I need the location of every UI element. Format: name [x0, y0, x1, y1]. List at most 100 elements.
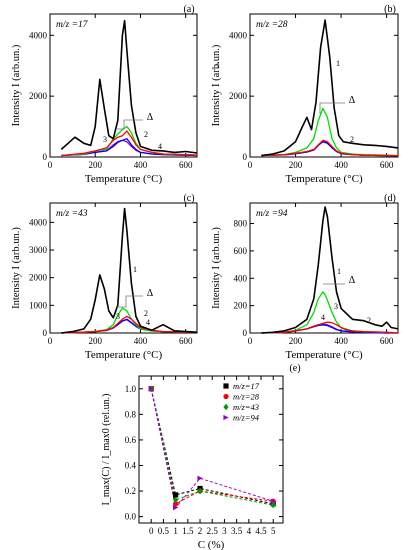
x-tick-label: 0 — [48, 336, 53, 346]
y-tick-label: 0 — [43, 328, 48, 338]
y-tick-label: 4000 — [229, 30, 248, 40]
y-tick-label: 1.0 — [125, 384, 137, 394]
x-axis-label: Temperature (°C) — [85, 349, 163, 361]
x-axis-label: Temperature (°C) — [85, 173, 163, 185]
series-line-1 — [261, 19, 399, 157]
y-tick-label: 0.0 — [125, 512, 137, 522]
x-tick-label: 3.5 — [231, 526, 243, 536]
y-tick-label: 0 — [243, 152, 248, 162]
curve-label: 4 — [321, 313, 325, 322]
mz-annotation: m/z =94 — [256, 209, 288, 219]
delta-leader-line — [319, 102, 345, 114]
y-axis-label: Intensity I (arb.un.) — [11, 44, 22, 126]
curve-label: 4 — [146, 318, 150, 327]
y-tick-label: 0.8 — [125, 409, 137, 419]
x-tick-label: 2 — [198, 526, 203, 536]
curve-label: Δ — [147, 288, 154, 299]
mz-annotation: m/z =17 — [56, 20, 89, 30]
curve-label: 3 — [103, 135, 107, 144]
y-axis-label: Intensity I (arb.un.) — [211, 44, 222, 126]
x-tick-label: 600 — [179, 160, 193, 170]
x-tick-label: 0 — [48, 160, 53, 170]
data-point-triangle — [270, 498, 276, 504]
data-point-triangle — [173, 505, 179, 511]
series-line-2 — [261, 321, 399, 334]
y-tick-label: 1000 — [29, 300, 48, 310]
x-tick-label: 200 — [88, 336, 102, 346]
dashed-fit-line — [150, 388, 274, 506]
delta-leader-line — [117, 295, 143, 308]
x-axis-label: Temperature (°C) — [285, 173, 363, 185]
series-line-1 — [61, 207, 198, 334]
x-tick-label: 400 — [334, 336, 348, 346]
curve-label: 1 — [133, 265, 137, 274]
x-tick-label: 600 — [179, 336, 193, 346]
x-tick-label: 200 — [88, 160, 102, 170]
data-point-diamond — [173, 496, 179, 504]
dashed-fit-line — [150, 388, 274, 505]
legend-label: m/z=43 — [233, 402, 259, 412]
curve-label: 4 — [158, 142, 162, 151]
legend-marker — [223, 383, 229, 389]
y-tick-label: 0.6 — [125, 435, 137, 445]
x-tick-label: 2.5 — [207, 526, 219, 536]
panel-label: (a) — [183, 4, 194, 15]
legend-marker — [223, 414, 229, 421]
plot-frame — [49, 13, 198, 158]
x-tick-label: 0.5 — [158, 526, 170, 536]
x-tick-label: 0 — [149, 526, 154, 536]
curve-label: 1 — [337, 267, 341, 276]
y-tick-label: 600 — [234, 246, 248, 256]
data-point-square — [173, 492, 179, 498]
mz-annotation: m/z =43 — [56, 209, 88, 219]
plot-frame — [249, 13, 399, 158]
curve-label: 2 — [350, 135, 354, 144]
x-tick-label: 0 — [248, 336, 253, 346]
curve-label: 2 — [144, 309, 148, 318]
curve-label: 1 — [216, 61, 220, 70]
x-axis-label: Temperature (°C) — [285, 349, 363, 361]
data-point-triangle — [197, 475, 203, 481]
x-tick-label: 4 — [247, 526, 252, 536]
y-tick-label: 2000 — [29, 273, 48, 283]
series-line-2 — [261, 139, 399, 157]
y-tick-label: 800 — [234, 219, 248, 229]
y-tick-label: 3000 — [29, 245, 48, 255]
panel-label: (e) — [289, 363, 300, 374]
mz-annotation: m/z =28 — [256, 20, 288, 30]
plot-frame — [49, 202, 198, 334]
y-tick-label: 200 — [234, 301, 248, 311]
y-tick-label: 4000 — [29, 217, 48, 227]
dashed-fit-line — [150, 388, 274, 509]
legend-label: m/z=17 — [233, 381, 260, 391]
chart-panel-2: 0 200 400 600 0 2000 4000 Temperature (°C) Inten… — [211, 4, 399, 185]
x-tick-label: 400 — [134, 160, 148, 170]
series-line-1 — [60, 19, 198, 154]
y-tick-label: 0.4 — [125, 460, 137, 470]
data-point-diamond — [270, 501, 276, 509]
y-tick-label: 4000 — [29, 30, 48, 40]
x-tick-label: 200 — [289, 160, 303, 170]
legend-marker — [223, 393, 229, 400]
x-tick-label: 600 — [380, 160, 394, 170]
x-tick-label: 200 — [289, 336, 303, 346]
curve-label: Δ — [349, 95, 356, 106]
y-axis-label: Intensity I (arb.un.) — [211, 227, 222, 309]
y-axis-label: Intensity I (arb.un.) — [11, 227, 22, 309]
legend-label: m/z=94 — [233, 413, 260, 423]
panel-label: (b) — [384, 4, 396, 15]
curve-label: 3 — [334, 302, 338, 311]
series-line-1 — [261, 206, 399, 334]
series-line-4 — [61, 138, 198, 157]
curve-label: 1 — [336, 59, 340, 68]
y-axis-label: I_max(C) / I_max0 (rel.un.) — [101, 394, 112, 506]
legend-marker — [223, 403, 229, 411]
y-tick-label: 2000 — [29, 91, 48, 101]
x-tick-label: 5 — [271, 526, 276, 536]
plot-frame — [249, 202, 399, 334]
x-tick-label: 400 — [134, 336, 148, 346]
chart-panel-5: 0 0.5 1 1.5 2 2.5 3 3.5 4 4.5 5 0.0 0.2 0.4 0.6 0.8 1.0 C… — [101, 363, 301, 550]
data-point-triangle — [148, 386, 154, 392]
y-tick-label: 0.2 — [125, 486, 136, 496]
